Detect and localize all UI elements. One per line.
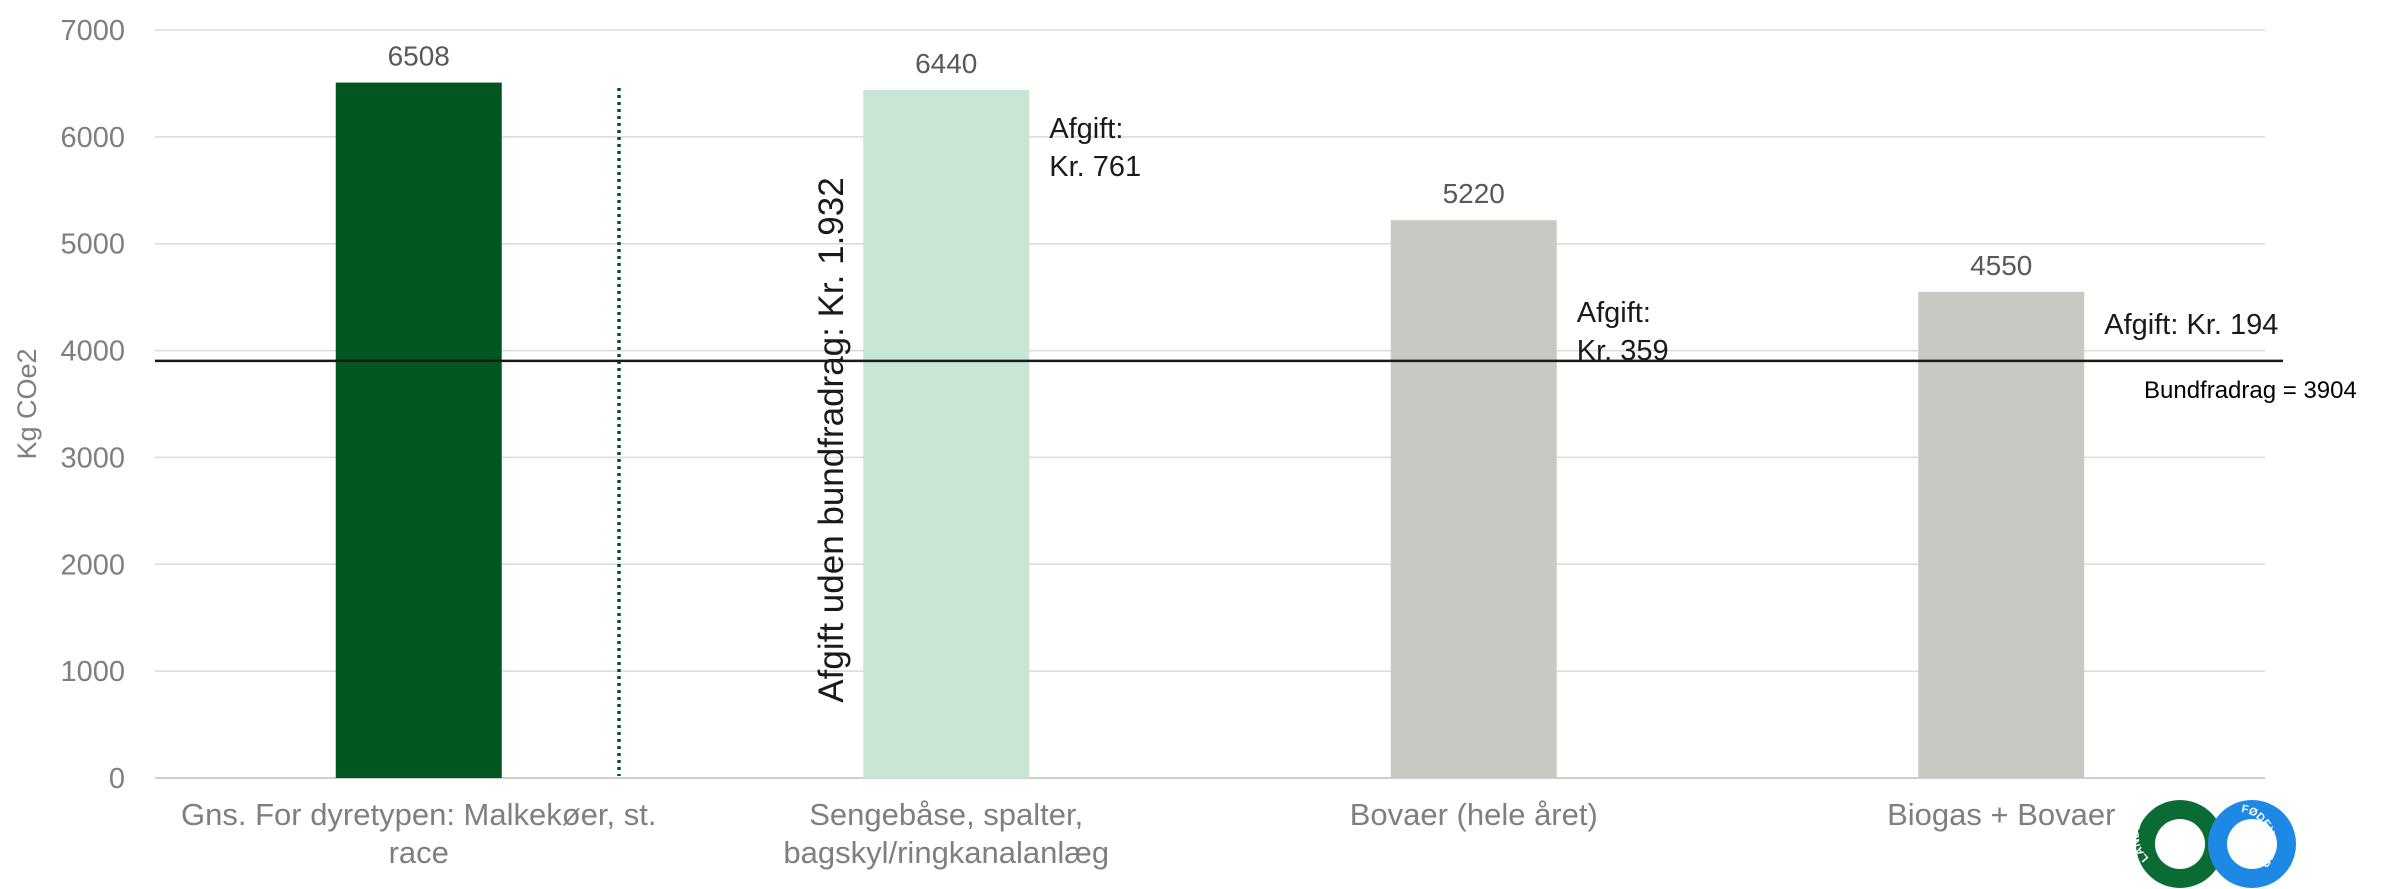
- bars: 6508 6440 5220 4550: [335, 41, 2085, 779]
- y-tick-label: 7000: [60, 15, 125, 47]
- category-label-line: bagskyl/ringkanalanlæg: [783, 835, 1109, 870]
- fee-label-line: Kr. 761: [1049, 151, 1141, 183]
- y-tick-label: 5000: [60, 229, 125, 261]
- category-label-line: race: [389, 835, 449, 870]
- y-tick-label: 4000: [60, 336, 125, 368]
- y-tick-label: 6000: [60, 122, 125, 154]
- bar-value-label: 4550: [1970, 250, 2032, 281]
- bar-value-label: 6440: [915, 48, 977, 79]
- category-labels: Gns. For dyretypen: Malkekøer, st. race Se…: [181, 797, 2115, 870]
- bar: [335, 82, 502, 778]
- bar-value-label: 5220: [1443, 178, 1505, 209]
- category-label-line: Bovaer (hele året): [1350, 797, 1598, 832]
- bar: [863, 89, 1030, 779]
- bar-value-label: 6508: [388, 41, 450, 72]
- y-tick-label: 3000: [60, 442, 125, 474]
- y-tick-label: 2000: [60, 549, 125, 581]
- category-label-line: Gns. For dyretypen: Malkekøer, st.: [181, 797, 657, 832]
- fee-label-line: Kr. 359: [1577, 335, 1669, 367]
- bar: [1390, 220, 1557, 779]
- fee-label: Afgift: Kr. 761: [1049, 113, 1141, 183]
- vertical-annotation: Afgift uden bundfradrag: Kr. 1.932: [812, 177, 851, 702]
- logo-right-hole: [2227, 819, 2277, 869]
- category-label: Gns. For dyretypen: Malkekøer, st. race: [181, 797, 657, 870]
- bar: [1918, 291, 2085, 778]
- gridlines: [155, 29, 2265, 779]
- category-label: Biogas + Bovaer: [1887, 797, 2115, 832]
- category-label-line: Sengebåse, spalter,: [809, 797, 1083, 832]
- y-axis-label: Kg COe2: [12, 348, 42, 459]
- fee-label-line: Afgift:: [1049, 113, 1123, 145]
- category-label: Bovaer (hele året): [1350, 797, 1598, 832]
- reference-line-label: Bundfradrag = 3904: [2144, 377, 2357, 404]
- category-label: Sengebåse, spalter, bagskyl/ringkanalanlæ…: [783, 797, 1109, 870]
- fee-label-line: Afgift: Kr. 194: [2104, 309, 2278, 341]
- category-label-line: Biogas + Bovaer: [1887, 797, 2115, 832]
- y-tick-label: 1000: [60, 656, 125, 688]
- fee-label: Afgift: Kr. 194: [2104, 309, 2278, 341]
- y-tick-label: 0: [109, 763, 125, 795]
- fee-label: Afgift: Kr. 359: [1577, 297, 1669, 367]
- logo-left-hole: [2155, 819, 2205, 869]
- fee-label-line: Afgift:: [1577, 297, 1651, 329]
- y-axis-ticks: 0 1000 2000 3000 4000 5000 6000 7000: [60, 15, 125, 795]
